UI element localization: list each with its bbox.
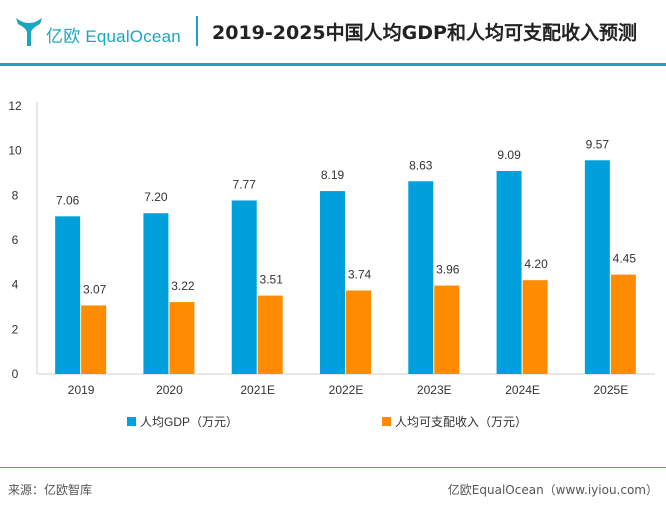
bar-income	[610, 274, 636, 374]
credit-note: 亿欧EqualOcean（www.iyiou.com）	[447, 483, 658, 497]
data-label-income: 4.20	[524, 257, 548, 271]
data-label-gdp: 7.06	[56, 193, 80, 207]
data-label-income: 3.07	[83, 282, 107, 296]
brand-name: 亿欧 EqualOcean	[46, 27, 181, 46]
data-label-gdp: 7.77	[233, 177, 257, 191]
legend-swatch-income	[382, 417, 391, 426]
bar-gdp	[231, 200, 257, 374]
data-label-income: 3.96	[436, 263, 460, 277]
y-tick-label: 12	[8, 99, 22, 113]
bar-income	[257, 295, 283, 374]
x-tick-label: 2024E	[505, 383, 540, 397]
header-rule	[0, 63, 666, 66]
bar-income	[434, 285, 460, 374]
footer-rule	[0, 467, 666, 468]
bar-gdp	[584, 160, 610, 374]
header: 亿欧 EqualOcean 2019-2025中国人均GDP和人均可支配收入预测	[0, 0, 666, 62]
bar-income	[169, 302, 195, 374]
data-label-income: 3.74	[348, 267, 372, 281]
data-label-income: 3.22	[171, 279, 195, 293]
bar-gdp	[496, 170, 522, 374]
data-label-gdp: 8.63	[409, 158, 433, 172]
y-tick-label: 10	[8, 144, 22, 158]
bar-income	[346, 290, 371, 374]
data-label-gdp: 9.57	[586, 137, 610, 151]
equalocean-logo	[14, 14, 184, 48]
legend-label-income: 人均可支配收入（万元）	[395, 415, 527, 429]
x-tick-label: 2025E	[594, 383, 629, 397]
y-tick-label: 8	[12, 188, 19, 202]
x-tick-label: 2022E	[329, 383, 364, 397]
data-label-gdp: 8.19	[321, 168, 345, 182]
data-label-income: 3.51	[260, 273, 284, 287]
bar-gdp	[408, 181, 434, 374]
data-label-gdp: 9.09	[497, 148, 521, 162]
data-label-gdp: 7.20	[144, 190, 168, 204]
y-tick-label: 6	[12, 233, 19, 247]
x-tick-label: 2019	[68, 383, 95, 397]
bar-income	[81, 305, 107, 374]
header-divider	[196, 16, 198, 46]
y-tick-label: 0	[12, 367, 19, 381]
x-tick-label: 2021E	[240, 383, 275, 397]
chart-title: 2019-2025中国人均GDP和人均可支配收入预测	[212, 22, 637, 44]
x-tick-label: 2020	[156, 383, 183, 397]
y-tick-label: 2	[12, 322, 19, 336]
data-label-income: 4.45	[613, 252, 637, 266]
legend-swatch-gdp	[127, 417, 136, 426]
x-tick-label: 2023E	[417, 383, 452, 397]
y-tick-label: 4	[12, 278, 19, 292]
bar-gdp	[55, 216, 81, 374]
bar-income	[522, 280, 548, 374]
logo-icon	[16, 18, 42, 46]
bar-gdp	[320, 191, 345, 374]
bar-chart: 0 2 4 6 8 10 12 7.06 3.07 2019 7.20 3.22 2020 7.77 3.5…	[8, 99, 655, 429]
source-note: 来源：亿欧智库	[8, 483, 93, 497]
legend-label-gdp: 人均GDP（万元）	[140, 415, 238, 429]
bar-gdp	[143, 213, 169, 374]
